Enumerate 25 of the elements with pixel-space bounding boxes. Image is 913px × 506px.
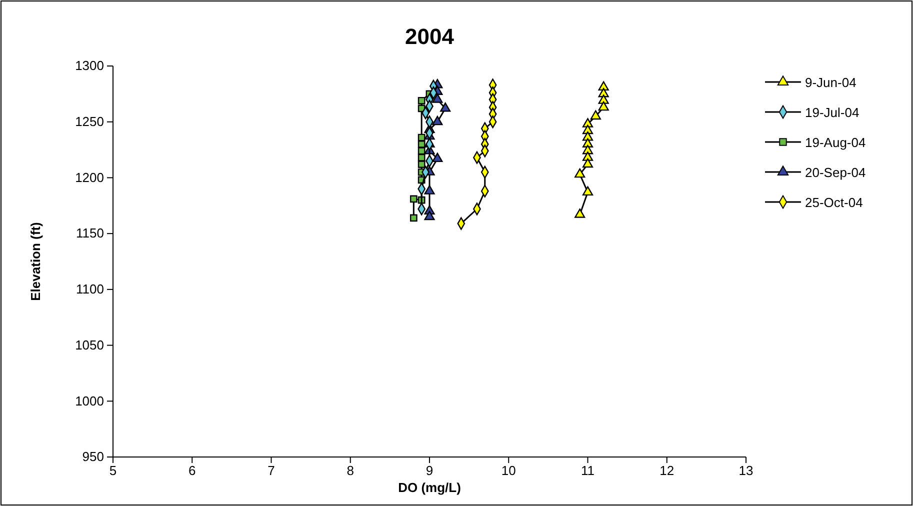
y-tick-label: 1200 [75, 170, 104, 185]
legend-label: 9-Jun-04 [805, 75, 856, 90]
y-tick-label: 1050 [75, 337, 104, 352]
legend-label: 19-Aug-04 [805, 135, 866, 150]
x-tick-label: 7 [268, 463, 275, 478]
y-tick-label: 1100 [76, 282, 104, 297]
x-tick-label: 8 [346, 463, 354, 478]
x-tick-label: 5 [109, 463, 117, 478]
x-axis-title: DO (mg/L) [398, 480, 461, 495]
y-tick-label: 1000 [75, 393, 104, 408]
legend-label: 20-Sep-04 [805, 165, 866, 180]
y-axis-title: Elevation (ft) [28, 222, 43, 301]
x-tick-label: 11 [581, 463, 594, 478]
y-tick-label: 1150 [76, 226, 104, 241]
legend-label: 25-Oct-04 [805, 195, 863, 210]
legend-label: 19-Jul-04 [805, 105, 860, 120]
y-tick-label: 1250 [75, 114, 104, 130]
x-tick-label: 6 [188, 463, 196, 478]
x-tick-label: 13 [738, 463, 754, 478]
y-tick-label: 950 [82, 449, 104, 464]
x-tick-label: 10 [501, 463, 516, 478]
chart-title: 2004 [405, 24, 455, 49]
x-tick-label: 12 [660, 463, 674, 478]
x-tick-label: 9 [426, 463, 434, 478]
y-tick-label: 1300 [75, 58, 104, 74]
